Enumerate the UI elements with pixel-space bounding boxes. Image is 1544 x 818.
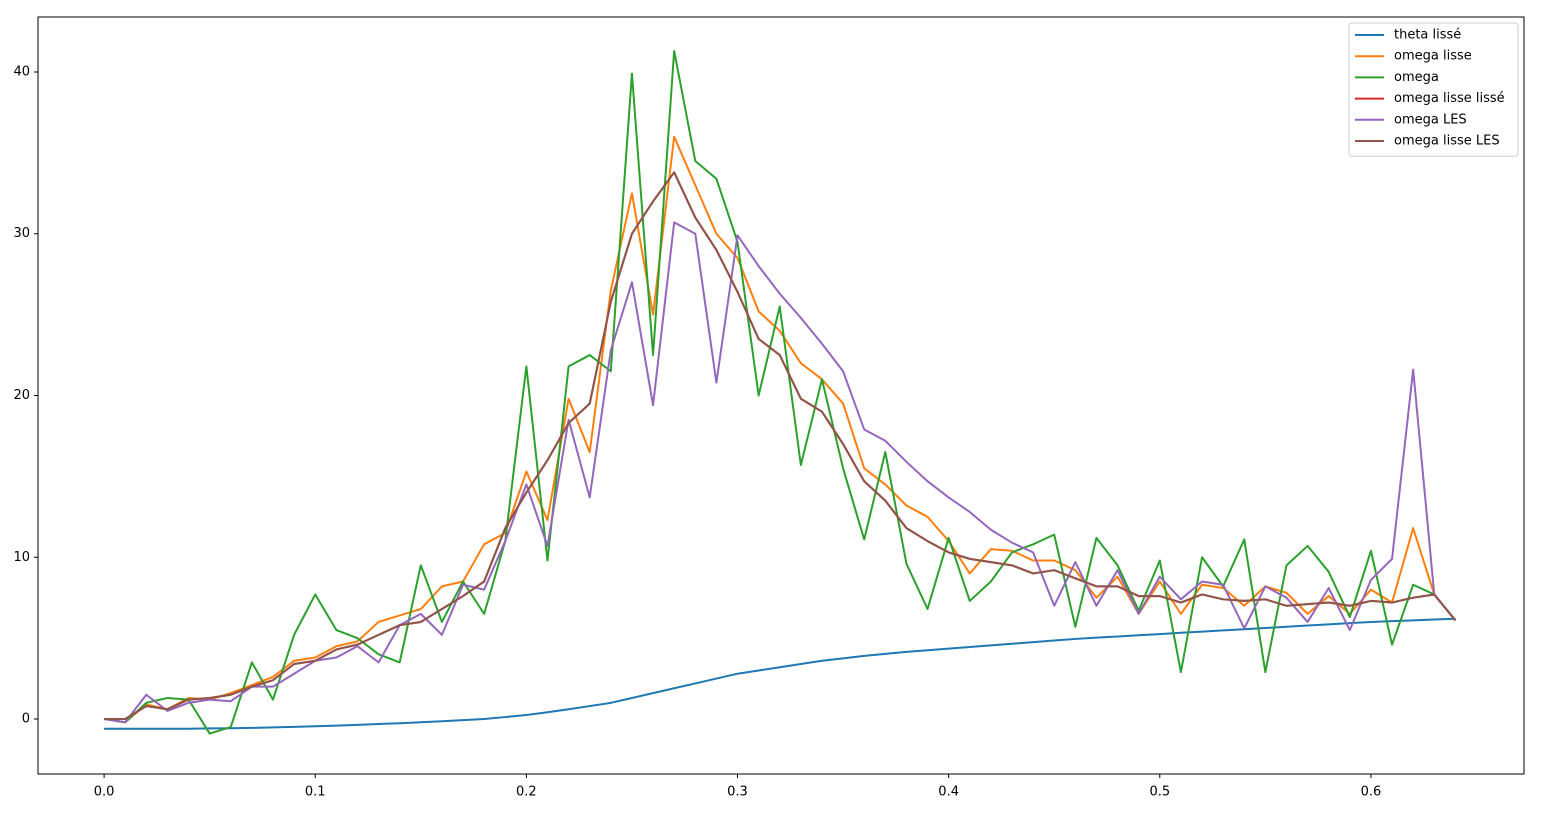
- data-line: [103, 49, 1457, 735]
- plot-area: [103, 49, 1457, 735]
- data-line: [104, 171, 1457, 720]
- legend-label: omega lisse lissé: [1394, 91, 1505, 106]
- legend-label: omega lisse LES: [1394, 134, 1500, 149]
- x-tick-label: 0.0: [94, 785, 115, 800]
- y-tick-label: 20: [13, 388, 30, 403]
- x-tick-label: 0.4: [938, 785, 959, 800]
- x-tick-label: 0.3: [727, 785, 748, 800]
- x-tick-label: 0.1: [305, 785, 326, 800]
- x-tick-label: 0.2: [516, 785, 537, 800]
- y-tick-label: 30: [13, 226, 30, 241]
- legend-label: omega lisse: [1394, 49, 1472, 64]
- legend-label: theta lissé: [1394, 28, 1461, 43]
- data-line: [104, 617, 1456, 730]
- legend-box: [1348, 22, 1519, 157]
- legend-label: omega LES: [1394, 112, 1467, 127]
- x-tick-label: 0.5: [1149, 785, 1170, 800]
- legend-label: omega: [1394, 70, 1439, 85]
- legend: theta lissé omega lisse omega omega lisse l…: [1348, 22, 1519, 157]
- y-tick-label: 40: [13, 64, 30, 79]
- x-tick-label: 0.6: [1361, 785, 1382, 800]
- y-tick-label: 10: [13, 550, 30, 565]
- data-line: [103, 135, 1457, 724]
- y-tick-label: 0: [22, 712, 30, 727]
